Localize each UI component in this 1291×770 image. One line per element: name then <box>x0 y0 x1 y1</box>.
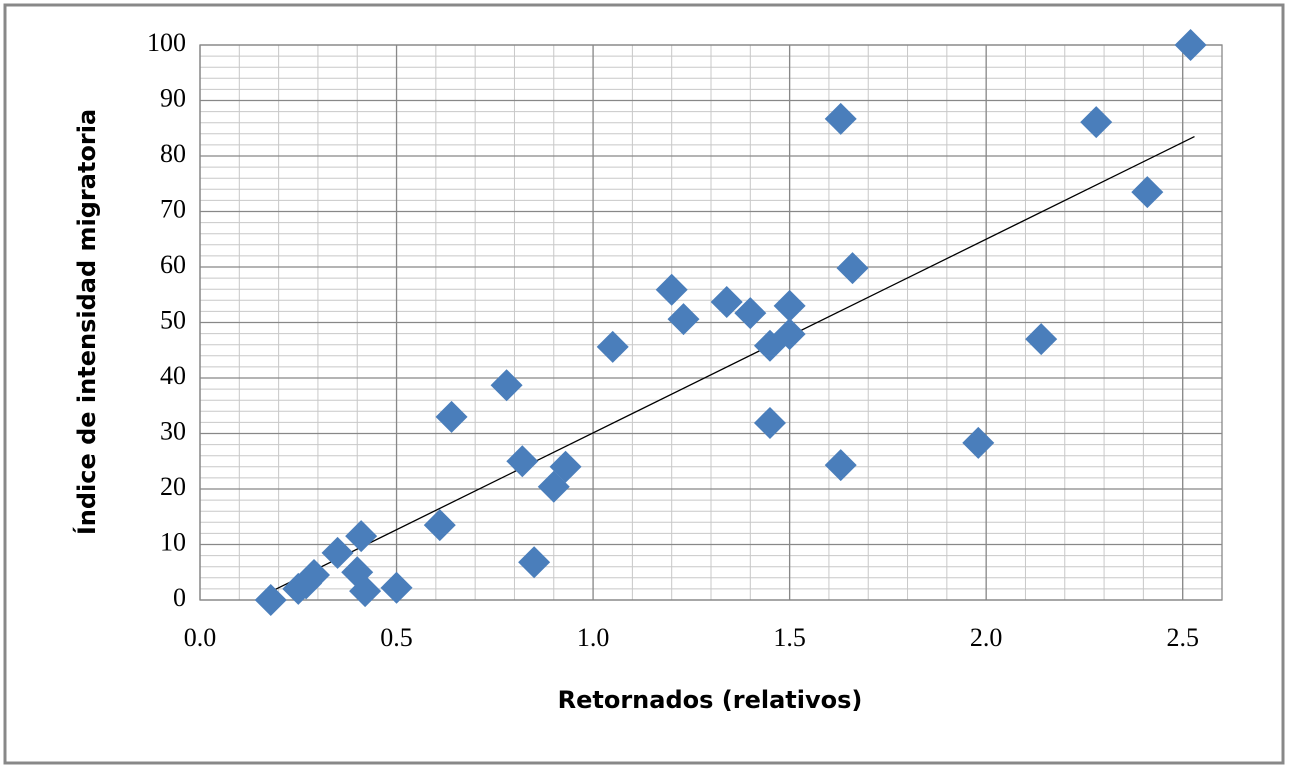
x-tick-label: 0.0 <box>184 623 217 652</box>
scatter-point <box>962 426 995 459</box>
scatter-point <box>549 450 582 483</box>
y-tick-label: 70 <box>160 194 186 223</box>
y-tick-label: 30 <box>160 416 186 445</box>
scatter-point <box>667 303 700 336</box>
scatter-point <box>734 297 767 330</box>
y-tick-label: 0 <box>173 583 186 612</box>
scatter-point <box>1025 323 1058 356</box>
scatter-point <box>297 559 330 592</box>
scatter-point <box>753 406 786 439</box>
x-tick-label: 1.5 <box>773 623 806 652</box>
y-tick-label: 80 <box>160 139 186 168</box>
y-axis-title: Índice de intensidad migratoria <box>72 109 101 535</box>
scatter-point <box>490 369 523 402</box>
x-tick-label: 2.5 <box>1166 623 1199 652</box>
x-axis-title: Retornados (relativos) <box>558 686 863 714</box>
scatter-point <box>380 571 413 604</box>
scatter-point <box>773 289 806 322</box>
y-tick-label: 50 <box>160 305 186 334</box>
scatter-point <box>254 584 287 616</box>
y-tick-label: 40 <box>160 361 186 390</box>
scatter-point <box>345 520 378 553</box>
scatter-point <box>423 509 456 542</box>
y-tick-label: 60 <box>160 250 186 279</box>
scatter-point <box>773 318 806 351</box>
chart-frame <box>3 3 1285 765</box>
scatter-point <box>506 445 539 478</box>
x-tick-label: 0.5 <box>380 623 413 652</box>
scatter-point <box>824 449 857 482</box>
scatter-point <box>349 575 382 608</box>
scatter-point <box>1080 106 1113 139</box>
scatter-point <box>824 102 857 135</box>
x-tick-label: 1.0 <box>577 623 610 652</box>
y-tick-label: 90 <box>160 83 186 112</box>
scatter-point <box>321 536 354 569</box>
scatter-point <box>1131 176 1164 209</box>
y-tick-label: 100 <box>147 28 186 57</box>
y-tick-label: 20 <box>160 472 186 501</box>
scatter-point <box>655 273 688 306</box>
scatter-point <box>1174 29 1207 61</box>
scatter-point <box>435 400 468 433</box>
scatter-point <box>710 285 743 318</box>
scatter-point <box>836 252 869 285</box>
plot-border <box>199 44 1223 601</box>
trendline <box>270 135 1195 593</box>
y-tick-label: 10 <box>160 527 186 556</box>
x-tick-label: 2.0 <box>970 623 1003 652</box>
scatter-point <box>518 546 551 579</box>
scatter-point <box>596 330 629 363</box>
